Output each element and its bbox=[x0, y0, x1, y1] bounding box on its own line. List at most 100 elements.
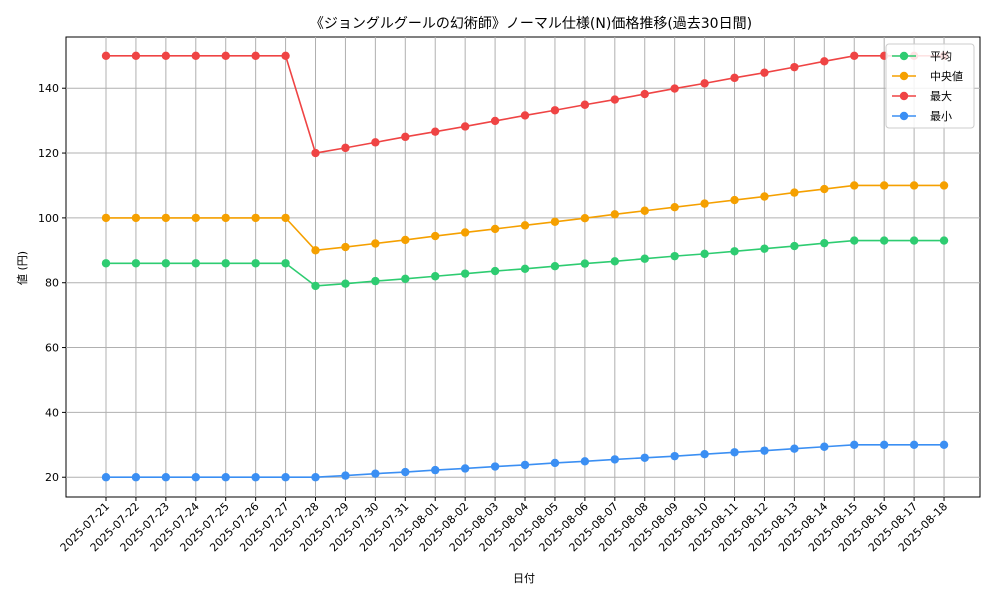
data-point bbox=[371, 138, 380, 147]
data-point bbox=[760, 446, 769, 455]
data-point bbox=[251, 51, 260, 61]
data-point bbox=[490, 462, 500, 471]
data-point bbox=[909, 236, 919, 245]
data-point bbox=[760, 244, 769, 253]
data-point bbox=[131, 473, 141, 482]
data-point bbox=[760, 192, 769, 201]
data-point bbox=[580, 214, 590, 223]
data-point bbox=[790, 62, 799, 72]
data-point bbox=[431, 127, 440, 136]
data-point bbox=[939, 236, 949, 245]
data-point bbox=[311, 148, 320, 158]
data-point bbox=[431, 272, 440, 281]
data-point bbox=[700, 199, 709, 208]
series-2 bbox=[101, 51, 949, 158]
y-tick-label: 120 bbox=[38, 147, 59, 160]
data-point bbox=[730, 195, 739, 205]
data-point bbox=[191, 51, 200, 61]
series-layer bbox=[101, 51, 949, 482]
data-point bbox=[251, 213, 260, 223]
data-point bbox=[460, 464, 470, 473]
data-point bbox=[161, 473, 171, 482]
data-point bbox=[550, 217, 560, 226]
data-point bbox=[101, 259, 111, 268]
data-point bbox=[281, 51, 290, 61]
data-point bbox=[610, 257, 620, 266]
data-point bbox=[101, 213, 111, 223]
grid bbox=[66, 37, 980, 497]
data-point bbox=[311, 473, 320, 482]
data-point bbox=[191, 259, 200, 268]
data-point bbox=[401, 132, 410, 142]
data-point bbox=[101, 51, 111, 61]
data-point bbox=[939, 181, 949, 190]
legend-label: 平均 bbox=[930, 50, 952, 63]
legend-box bbox=[885, 43, 975, 129]
data-point bbox=[460, 228, 470, 237]
data-point bbox=[640, 206, 649, 215]
data-point bbox=[251, 259, 260, 268]
legend-marker bbox=[899, 111, 909, 121]
data-point bbox=[820, 442, 829, 451]
data-point bbox=[879, 181, 889, 190]
data-point bbox=[161, 259, 171, 268]
data-point bbox=[520, 460, 530, 470]
data-point bbox=[341, 279, 350, 288]
data-point bbox=[879, 236, 889, 245]
data-point bbox=[221, 259, 230, 268]
series-0 bbox=[101, 236, 949, 291]
data-point bbox=[730, 73, 739, 83]
y-tick-label: 20 bbox=[45, 471, 59, 484]
data-point bbox=[820, 184, 829, 194]
data-point bbox=[341, 242, 350, 252]
legend-item: 最大 bbox=[892, 89, 952, 103]
data-point bbox=[850, 181, 859, 190]
data-point bbox=[520, 264, 530, 273]
data-point bbox=[550, 106, 560, 115]
data-point bbox=[610, 210, 620, 219]
data-point bbox=[939, 440, 949, 450]
data-point bbox=[879, 440, 889, 450]
legend-label: 中央値 bbox=[930, 70, 963, 83]
x-axis-label: 日付 bbox=[513, 572, 535, 585]
data-point bbox=[311, 281, 320, 291]
data-point bbox=[909, 181, 919, 190]
data-point bbox=[101, 473, 111, 482]
data-point bbox=[281, 259, 290, 268]
data-point bbox=[610, 95, 620, 104]
data-point bbox=[281, 473, 290, 482]
data-point bbox=[490, 224, 500, 234]
legend-label: 最小 bbox=[930, 110, 952, 123]
y-tick-label: 60 bbox=[45, 342, 59, 355]
data-point bbox=[820, 57, 829, 66]
data-point bbox=[850, 51, 859, 61]
data-point bbox=[131, 213, 141, 223]
data-point bbox=[371, 469, 380, 478]
legend-marker bbox=[899, 51, 909, 61]
data-point bbox=[610, 455, 620, 464]
data-point bbox=[730, 448, 739, 457]
data-point bbox=[401, 274, 410, 284]
legend-marker bbox=[899, 91, 909, 101]
data-point bbox=[221, 51, 230, 61]
data-point bbox=[371, 239, 380, 248]
data-point bbox=[580, 259, 590, 268]
legend-item: 最小 bbox=[892, 110, 952, 123]
data-point bbox=[550, 261, 560, 271]
chart-title: 《ジョングルグールの幻術師》ノーマル仕様(N)価格推移(過去30日間) bbox=[310, 16, 752, 32]
x-axis-ticks: 2025-07-212025-07-222025-07-232025-07-24… bbox=[58, 497, 950, 554]
data-point bbox=[191, 213, 200, 223]
data-point bbox=[670, 251, 679, 261]
data-point bbox=[790, 444, 799, 453]
y-tick-label: 80 bbox=[45, 277, 59, 290]
data-point bbox=[580, 100, 590, 109]
data-point bbox=[341, 471, 350, 480]
data-point bbox=[580, 457, 590, 466]
data-point bbox=[221, 473, 230, 482]
data-point bbox=[670, 84, 679, 93]
y-tick-label: 140 bbox=[38, 82, 59, 95]
data-point bbox=[820, 238, 829, 248]
data-point bbox=[191, 473, 200, 482]
